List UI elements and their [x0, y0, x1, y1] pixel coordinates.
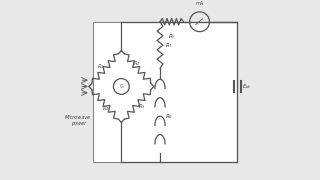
- Text: $R_2$: $R_2$: [133, 60, 140, 68]
- FancyBboxPatch shape: [93, 22, 237, 162]
- Text: Microwave
power: Microwave power: [65, 115, 91, 126]
- Text: $R_1$: $R_1$: [97, 62, 105, 71]
- Text: $R_4$: $R_4$: [102, 105, 110, 113]
- Text: mA: mA: [196, 1, 204, 6]
- Text: $R_6$: $R_6$: [165, 112, 173, 121]
- Text: $E_{dc}$: $E_{dc}$: [242, 82, 252, 91]
- Text: $R_3$: $R_3$: [138, 102, 146, 111]
- Text: $R_5$: $R_5$: [168, 32, 176, 40]
- Text: $R_7$: $R_7$: [165, 41, 173, 50]
- Text: G: G: [119, 84, 123, 89]
